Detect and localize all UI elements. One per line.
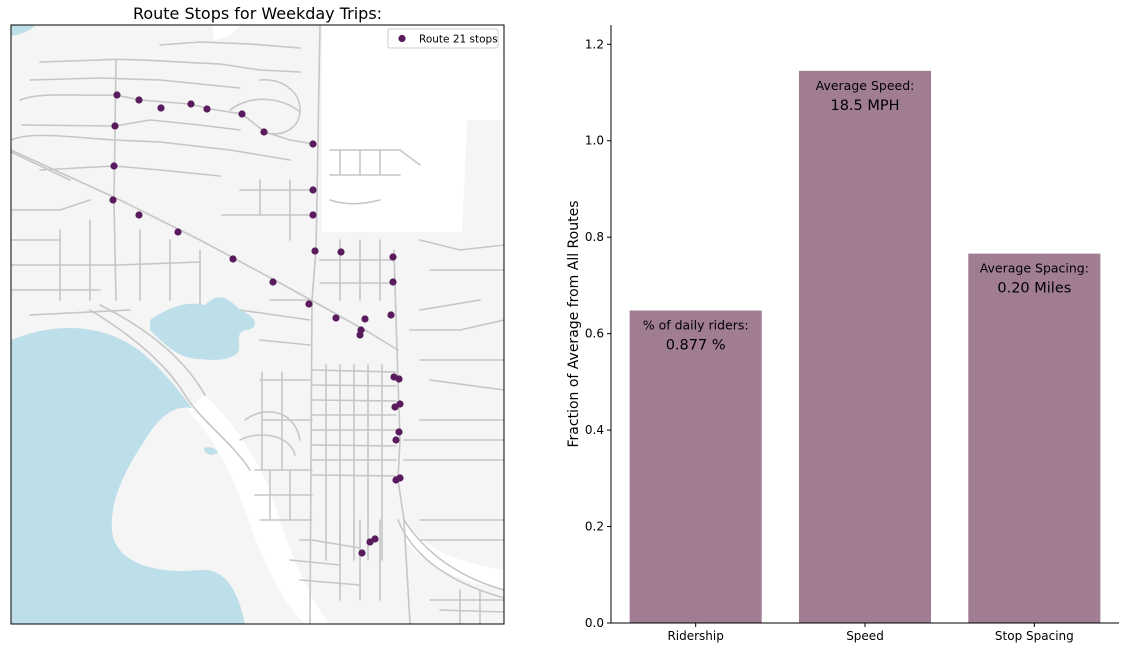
route-stop [309,211,317,219]
y-tick-label: 0.4 [585,423,604,437]
y-tick-label: 0.8 [585,230,604,244]
y-axis-label: Fraction of Average from All Routes [566,201,582,448]
y-tick-label: 1.0 [585,134,604,148]
route-stop [203,105,211,113]
route-stop [395,375,403,383]
route-stop [260,128,268,136]
route-stop [238,110,246,118]
route-stop [269,278,277,286]
route-stop [392,476,400,484]
map-legend: Route 21 stops [387,28,499,49]
bar-annotation-label: Average Speed: [816,78,915,93]
map-blank-areas [188,25,504,624]
route-stop [110,162,118,170]
y-tick-label: 0.0 [585,616,604,630]
route-stop [109,196,117,204]
route-stop [111,122,119,130]
route-stop [309,140,317,148]
map-frame [10,24,505,625]
route-stop [187,100,195,108]
route-stop [389,253,397,261]
bar-speed [798,70,932,623]
route-stop [361,315,369,323]
map-water [11,25,255,624]
x-tick-label: Ridership [667,629,723,643]
route-stop [356,331,364,339]
route-stop [366,538,374,546]
route-stop [395,428,403,436]
route-stop [337,248,345,256]
route-stop [389,278,397,286]
legend-label: Route 21 stops [419,34,498,46]
map-title: Route Stops for Weekday Trips: [132,4,383,23]
route-stop [392,436,400,444]
map-roads [11,25,504,624]
x-tick-label: Stop Spacing [995,629,1074,643]
bars-layer: % of daily riders: 0.877 % Average Speed: 1… [629,70,1101,623]
y-tick-label: 0.6 [585,327,604,341]
route-stop [135,96,143,104]
route-stop [135,211,143,219]
route-stop [229,255,237,263]
route-stop [157,104,165,112]
route-stop [305,300,313,308]
bar-stop-spacing [968,253,1101,623]
route-stop [332,314,340,322]
route-stop [387,311,395,319]
axes-layer: Ridership Speed Stop Spacing 0.0 0.2 0.4 0.6 0.… [585,25,1119,643]
bar-annotation-value: 0.20 Miles [997,281,1071,297]
route-stops [109,91,404,557]
route-stop [174,228,182,236]
route-stop [396,400,404,408]
bar-annotation-value: 18.5 MPH [830,98,899,114]
bar-ridership [629,310,762,623]
y-tick-label: 1.2 [585,37,604,51]
bar-annotation-label: Average Spacing: [980,261,1089,276]
route-stop [309,186,317,194]
route-stop [311,247,319,255]
bar-annotation-label: % of daily riders: [643,317,749,332]
bar-annotation-value: 0.877 % [666,337,726,353]
route-stop [113,91,121,99]
route-stop [358,549,366,557]
y-tick-label: 0.2 [585,520,604,534]
x-tick-label: Speed [846,629,884,643]
legend-marker [398,34,406,43]
